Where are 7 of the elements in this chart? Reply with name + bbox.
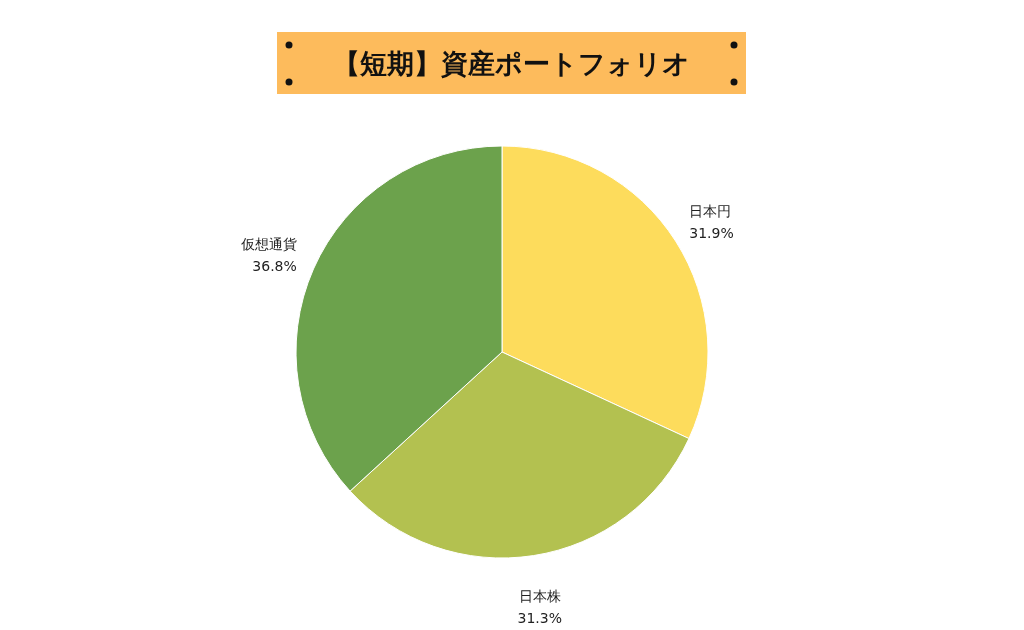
slice-label: 日本円 [689, 202, 732, 219]
data-label: 31.9% [689, 224, 734, 241]
slice-label: 日本株 [518, 588, 561, 605]
slice-label: 仮想通貨 [239, 235, 297, 252]
chart-title: 【短期】資産ポートフォリオ [333, 48, 690, 79]
data-label: 36.8% [252, 257, 297, 274]
data-label: 31.3% [517, 610, 562, 627]
